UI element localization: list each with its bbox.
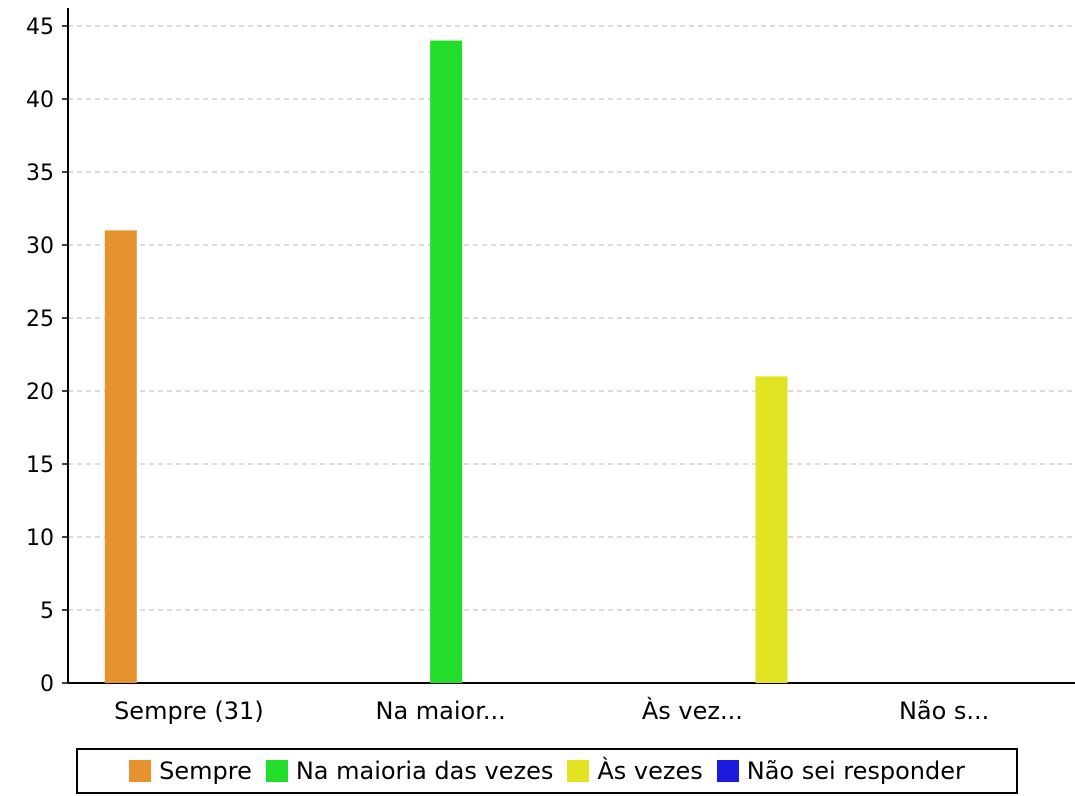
legend-label-nao-sei: Não sei responder xyxy=(746,757,965,785)
y-tick-label: 25 xyxy=(26,307,54,332)
y-tick-label: 40 xyxy=(26,88,54,113)
legend-swatch-as-vezes xyxy=(567,760,590,782)
x-tick-label: Na maior... xyxy=(375,697,505,725)
y-tick-label: 10 xyxy=(26,526,54,551)
legend-swatch-nao-sei xyxy=(716,760,739,782)
bar-chart: 0 5 10 15 20 25 30 35 40 45 Sempre (31) Na maior...… xyxy=(26,8,1075,725)
y-tick-label: 0 xyxy=(40,672,54,697)
y-tick-label: 20 xyxy=(26,380,54,405)
legend-item-na-maioria: Na maioria das vezes xyxy=(265,757,554,785)
legend-swatch-sempre xyxy=(129,760,152,782)
y-tick-label: 15 xyxy=(26,453,54,478)
bar-0-0 xyxy=(104,230,137,683)
x-tick-label: Não s... xyxy=(899,697,989,725)
chart-legend: Sempre Na maioria das vezes Às vezes Não… xyxy=(76,748,1018,794)
legend-label-na-maioria: Na maioria das vezes xyxy=(295,757,554,785)
legend-label-sempre: Sempre xyxy=(159,757,252,785)
x-tick-label: Às vez... xyxy=(642,696,743,725)
legend-swatch-na-maioria xyxy=(265,760,288,782)
legend-item-as-vezes: Às vezes xyxy=(567,757,703,785)
y-tick-label: 5 xyxy=(40,599,54,624)
y-tick-label: 35 xyxy=(26,161,54,186)
x-tick-label: Sempre (31) xyxy=(114,697,264,725)
legend-item-sempre: Sempre xyxy=(129,757,252,785)
y-tick-label: 45 xyxy=(26,15,54,40)
legend-label-as-vezes: Às vezes xyxy=(597,757,703,785)
legend-item-nao-sei: Não sei responder xyxy=(716,757,965,785)
y-tick-label: 30 xyxy=(26,234,54,259)
bar-2-2 xyxy=(755,376,788,683)
bar-1-1 xyxy=(430,40,463,684)
